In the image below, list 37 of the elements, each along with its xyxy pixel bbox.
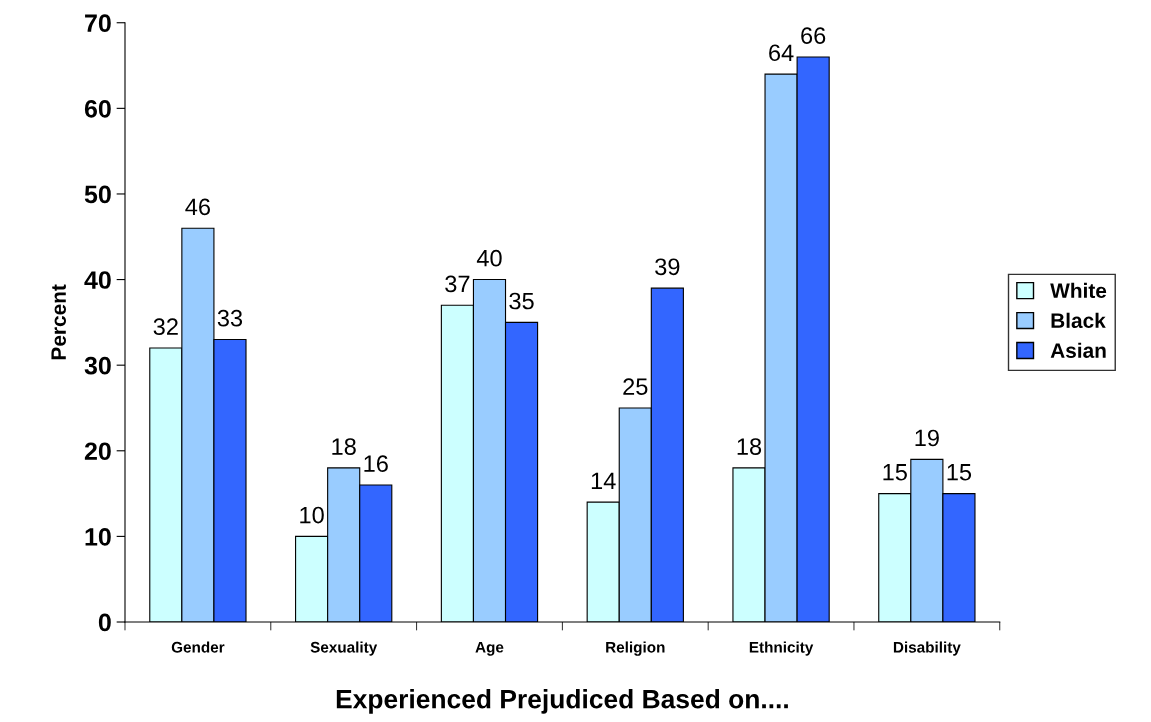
data-label: 66 bbox=[801, 27, 826, 44]
data-label: 37 bbox=[445, 275, 470, 293]
data-label: 35 bbox=[509, 292, 534, 310]
data-label: 33 bbox=[217, 309, 243, 327]
data-label: 16 bbox=[364, 455, 388, 473]
data-label: 18 bbox=[737, 438, 762, 455]
data-label: 40 bbox=[476, 249, 502, 267]
legend-label: Black bbox=[1051, 312, 1106, 329]
data-label: 32 bbox=[153, 318, 178, 336]
y-tick-label: 0 bbox=[98, 613, 111, 632]
data-label: 18 bbox=[332, 438, 356, 455]
y-tick-label: 70 bbox=[85, 14, 111, 33]
y-tick-label: 50 bbox=[84, 185, 111, 204]
y-tick-label: 10 bbox=[85, 528, 111, 546]
data-label: 39 bbox=[655, 258, 680, 276]
x-tick-label: Ethnicity bbox=[749, 641, 814, 656]
data-label: 10 bbox=[300, 506, 324, 524]
x-axis-title: Experienced Prejudiced Based on.... bbox=[336, 689, 788, 714]
data-label: 46 bbox=[185, 198, 210, 216]
x-tick-label: Sexuality bbox=[310, 641, 378, 656]
data-label: 64 bbox=[769, 44, 794, 62]
data-label: 19 bbox=[915, 429, 939, 447]
x-tick-label: Age bbox=[475, 641, 504, 656]
x-tick-label: Gender bbox=[171, 641, 225, 653]
y-tick-label: 30 bbox=[84, 356, 111, 375]
data-label: 25 bbox=[623, 378, 648, 395]
x-tick-label: Religion bbox=[606, 641, 665, 656]
y-tick-label: 60 bbox=[84, 99, 111, 118]
x-tick-label: Disability bbox=[893, 641, 961, 656]
data-label: 14 bbox=[591, 472, 616, 489]
data-label: 15 bbox=[883, 464, 907, 481]
legend-label: Asian bbox=[1050, 342, 1106, 358]
data-label: 15 bbox=[947, 464, 972, 481]
legend-label: White bbox=[1050, 282, 1107, 299]
y-tick-label: 20 bbox=[84, 442, 111, 461]
y-axis-title: Percent bbox=[51, 284, 66, 360]
y-tick-label: 40 bbox=[84, 271, 111, 289]
